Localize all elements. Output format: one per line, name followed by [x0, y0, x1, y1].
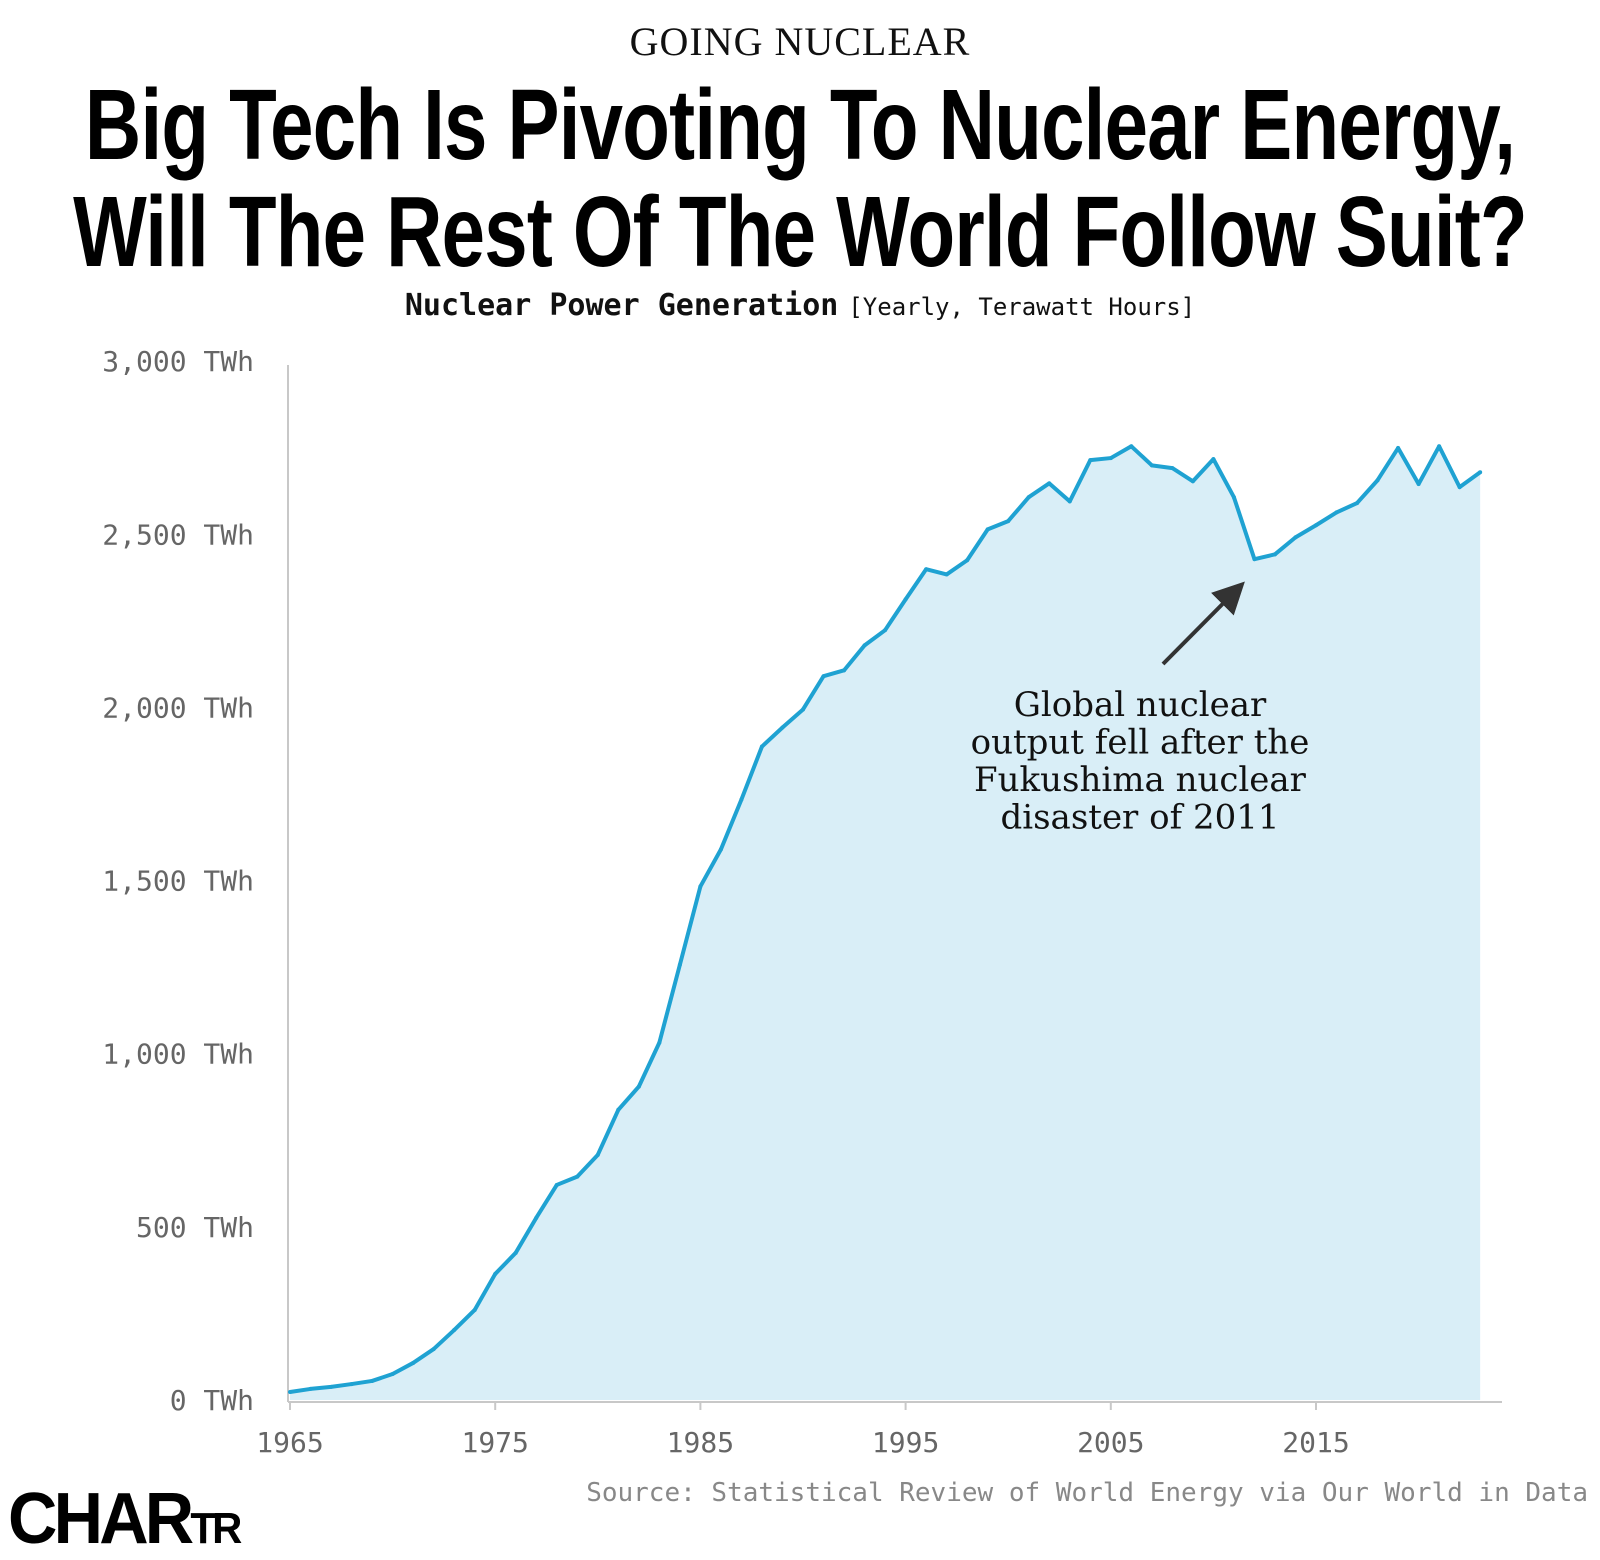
data-point-2015: [1314, 523, 1318, 528]
data-point-2022: [1457, 485, 1462, 490]
x-tick-label: 1985: [667, 1426, 734, 1459]
data-point-2010: [1211, 457, 1216, 462]
data-point-2001: [1026, 495, 1031, 500]
data-point-1982: [636, 1084, 641, 1089]
x-tick-label: 1965: [256, 1426, 323, 1459]
data-point-2021: [1437, 444, 1442, 449]
data-point-1965: [288, 1390, 292, 1395]
data-point-2020: [1416, 482, 1421, 487]
annotation-text-line: Global nuclear: [1014, 685, 1267, 725]
data-point-2008: [1170, 466, 1175, 471]
data-point-1994: [883, 628, 888, 633]
data-point-1973: [452, 1328, 457, 1333]
y-tick-label: 3,000 TWh: [102, 345, 254, 378]
kicker: GOING NUCLEAR: [629, 19, 971, 64]
annotation-text-line: disaster of 2011: [1000, 798, 1279, 838]
data-point-1975: [493, 1271, 498, 1276]
data-point-1987: [739, 797, 744, 802]
data-point-1998: [965, 558, 970, 563]
data-point-2011: [1231, 495, 1236, 500]
annotation-text-line: output fell after the: [971, 723, 1310, 763]
data-point-2014: [1293, 535, 1298, 540]
data-point-1970: [390, 1372, 395, 1377]
data-point-1995: [903, 597, 908, 602]
annotation-arrow: [1161, 581, 1245, 666]
data-point-2009: [1190, 479, 1195, 484]
data-point-2000: [1006, 519, 1011, 524]
y-tick-label: 0 TWh: [170, 1384, 254, 1417]
data-point-1981: [616, 1107, 621, 1112]
data-point-1989: [780, 725, 785, 730]
data-point-1984: [677, 962, 682, 967]
data-point-1980: [595, 1152, 600, 1157]
data-point-1993: [862, 643, 867, 648]
data-point-1990: [801, 707, 805, 712]
area-fill: [290, 446, 1481, 1400]
subtitle-unit: [Yearly, Terawatt Hours]: [848, 293, 1196, 321]
data-point-1971: [411, 1360, 416, 1365]
data-point-2002: [1047, 481, 1052, 486]
data-point-1977: [534, 1215, 539, 1220]
data-point-1969: [370, 1378, 375, 1383]
x-tick-label: 1975: [461, 1426, 528, 1459]
x-tick-label: 2015: [1282, 1426, 1349, 1459]
data-point-2018: [1375, 478, 1380, 483]
data-point-2003: [1067, 499, 1072, 504]
data-point-2013: [1272, 552, 1277, 557]
data-point-2007: [1149, 463, 1154, 468]
subtitle-main: Nuclear Power Generation: [404, 288, 839, 323]
data-point-1967: [329, 1384, 334, 1389]
chart-subtitle: Nuclear Power Generation [Yearly, Terawat…: [0, 288, 1600, 323]
title-line-1: Big Tech Is Pivoting To Nuclear Energy,: [84, 69, 1516, 181]
data-point-1996: [924, 567, 929, 572]
chartr-logo: CHARTR: [8, 1479, 242, 1559]
annotation-text-line: Fukushima nuclear: [974, 760, 1307, 800]
data-point-2012: [1252, 557, 1257, 562]
data-point-1997: [944, 572, 949, 577]
data-point-1992: [842, 668, 847, 673]
data-point-2016: [1334, 510, 1339, 515]
data-point-1986: [718, 847, 723, 852]
data-point-2006: [1129, 444, 1134, 449]
data-point-1979: [575, 1174, 580, 1179]
data-point-1976: [513, 1250, 518, 1255]
y-tick-label: 2,000 TWh: [102, 691, 254, 724]
data-point-1983: [657, 1040, 662, 1045]
data-point-1988: [759, 744, 764, 749]
data-point-1972: [431, 1347, 436, 1352]
x-tick-label: 2005: [1077, 1426, 1144, 1459]
data-point-1968: [349, 1382, 354, 1387]
data-point-1985: [698, 884, 703, 889]
source-note: Source: Statistical Review of World Ener…: [586, 1478, 1588, 1508]
y-tick-label: 1,000 TWh: [102, 1038, 254, 1071]
data-point-1974: [472, 1307, 477, 1312]
data-point-1966: [308, 1386, 313, 1391]
data-point-2017: [1355, 501, 1360, 506]
data-point-2019: [1396, 446, 1401, 451]
data-point-1991: [821, 674, 826, 679]
y-tick-label: 2,500 TWh: [102, 518, 254, 551]
data-point-2023: [1478, 470, 1483, 475]
title-line-2: Will The Rest Of The World Follow Suit?: [73, 176, 1527, 288]
data-point-1978: [554, 1182, 559, 1187]
data-point-1999: [985, 527, 990, 532]
y-tick-label: 1,500 TWh: [102, 865, 254, 898]
y-tick-label: 500 TWh: [136, 1211, 254, 1244]
data-point-2005: [1108, 456, 1113, 461]
x-tick-label: 1995: [872, 1426, 939, 1459]
data-point-2004: [1088, 458, 1093, 463]
